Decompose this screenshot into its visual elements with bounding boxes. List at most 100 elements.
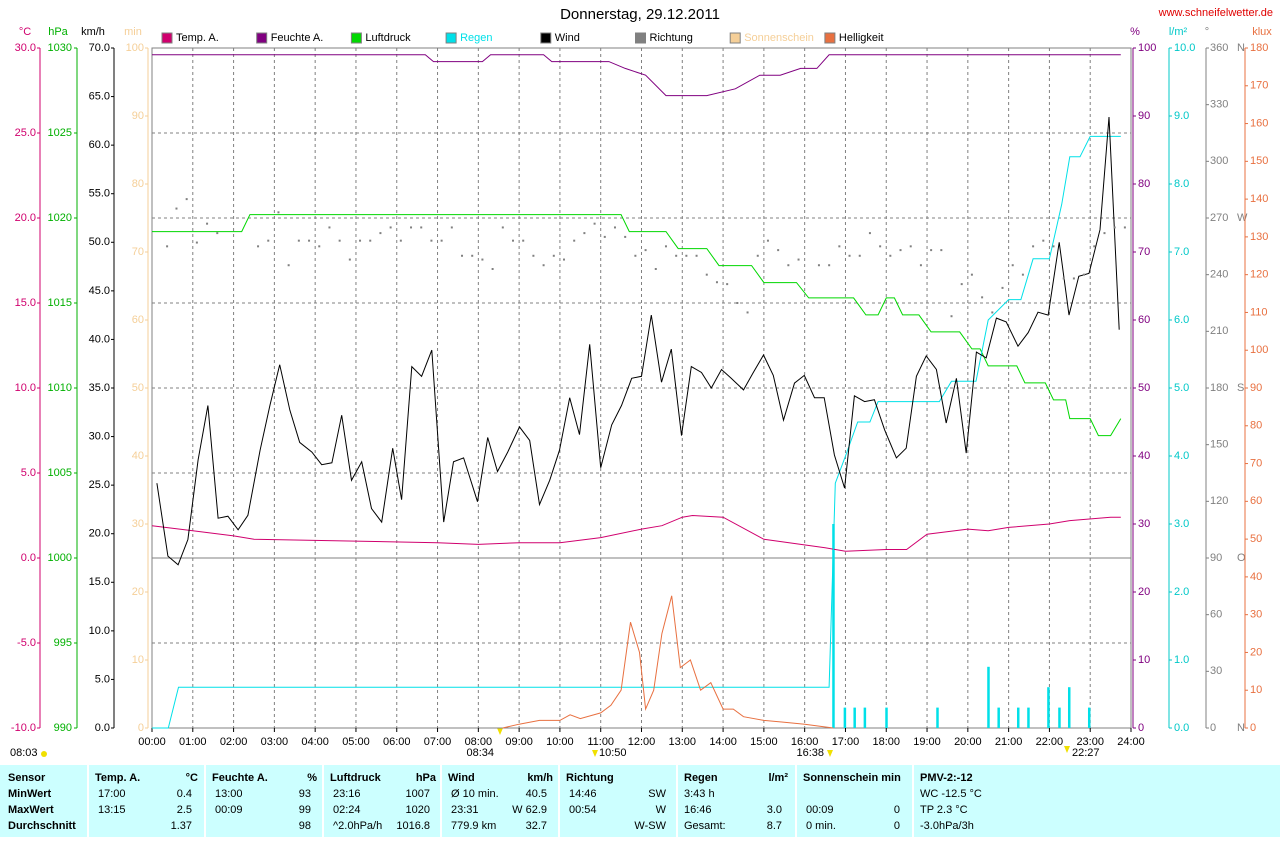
y-tick-direction: N <box>1237 722 1245 734</box>
y-tick-label: 9.0 <box>1174 110 1189 122</box>
y-tick-label: 60.0 <box>89 139 110 151</box>
table-cell: 0 <box>894 804 900 816</box>
direction-dot <box>593 222 596 225</box>
legend-label: Feuchte A. <box>271 32 324 44</box>
rain-bar <box>1067 687 1071 728</box>
table-header: Feuchte A. <box>212 772 268 784</box>
direction-dot <box>838 245 841 248</box>
table-cell: 13:00 <box>215 788 243 800</box>
y-tick-label: 5.0 <box>1174 382 1189 394</box>
y-tick-label: 15.0 <box>89 576 110 588</box>
y-tick-label: 60 <box>1138 314 1150 326</box>
y-tick-label: 40.0 <box>89 333 110 345</box>
y-tick-label: 150 <box>1210 439 1228 451</box>
y-tick-label: 300 <box>1210 155 1228 167</box>
y-tick-label: 100 <box>1250 344 1268 356</box>
series-line <box>151 514 1121 552</box>
y-tick-label: 45.0 <box>89 285 110 297</box>
y-tick-label: 1000 <box>48 552 72 564</box>
direction-dot <box>257 245 260 248</box>
table-header: PMV-2:-12 <box>920 772 973 784</box>
table-header: Sensor <box>8 772 46 784</box>
axis-unit: hPa <box>48 26 68 38</box>
direction-dot <box>512 239 515 242</box>
y-tick-label: 80 <box>132 178 144 190</box>
y-tick-label: 50 <box>1138 382 1150 394</box>
y-tick-label: 995 <box>54 637 72 649</box>
x-tick-label: 02:00 <box>220 736 248 748</box>
table-cell: 00:09 <box>215 804 243 816</box>
y-tick-label: 330 <box>1210 99 1228 111</box>
direction-dot <box>308 239 311 242</box>
table-cell: 00:54 <box>569 804 597 816</box>
y-tick-label: 1.0 <box>1174 654 1189 666</box>
x-tick-label: 09:00 <box>505 736 533 748</box>
table-cell: 23:31 <box>451 804 479 816</box>
y-tick-label: 150 <box>1250 155 1268 167</box>
table-header: Wind <box>448 772 475 784</box>
direction-dot <box>654 268 657 270</box>
direction-dot <box>461 254 464 257</box>
legend-swatch <box>540 32 552 44</box>
legend-label: Regen <box>460 32 492 44</box>
y-tick-label: 1005 <box>48 467 72 479</box>
y-tick-label: 70.0 <box>89 42 110 54</box>
sun-time: 08:03 <box>10 747 38 759</box>
direction-dot <box>481 258 484 261</box>
direction-dot <box>603 235 606 238</box>
y-tick-label: 50.0 <box>89 236 110 248</box>
direction-dot <box>277 211 280 214</box>
legend-label: Luftdruck <box>365 32 411 44</box>
y-tick-direction: S <box>1237 382 1244 394</box>
table-cell: WC -12.5 °C <box>920 788 982 800</box>
direction-dot <box>532 254 535 257</box>
y-tick-label: 110 <box>1250 306 1268 318</box>
direction-dot <box>185 198 188 201</box>
direction-dot <box>1123 226 1126 229</box>
axis-unit: % <box>1130 26 1140 38</box>
direction-dot <box>359 239 362 242</box>
y-tick-label: 5.0 <box>21 467 36 479</box>
direction-dot <box>664 245 667 248</box>
direction-dot <box>1072 277 1075 280</box>
direction-dot <box>491 268 494 270</box>
direction-dot <box>297 239 300 242</box>
direction-dot <box>746 311 749 314</box>
legend-label: Sonnenschein <box>744 32 814 44</box>
axis-unit: min <box>124 26 142 38</box>
table-unit: l/m² <box>768 772 788 784</box>
direction-dot <box>970 273 973 276</box>
direction-dot <box>348 258 351 261</box>
direction-dot <box>726 283 729 286</box>
rain-bar <box>1047 687 1050 728</box>
y-tick-label: 100 <box>1138 42 1156 54</box>
table-cell: TP 2.3 °C <box>920 804 968 816</box>
direction-dot <box>389 226 392 229</box>
y-tick-direction: W <box>1237 212 1248 224</box>
table-cell: Gesamt: <box>684 820 726 832</box>
y-tick-label: 180 <box>1210 382 1228 394</box>
y-tick-label: 180 <box>1250 42 1268 54</box>
y-tick-label: 0.0 <box>1174 722 1189 734</box>
direction-dot <box>899 249 902 252</box>
direction-dot <box>287 264 290 267</box>
table-background <box>0 765 1280 837</box>
table-cell: 0.4 <box>177 788 192 800</box>
legend-label: Temp. A. <box>176 32 219 44</box>
direction-dot <box>848 254 851 257</box>
axis-unit: km/h <box>81 26 105 38</box>
direction-dot <box>420 226 423 229</box>
x-tick-label: 23:00 <box>1076 736 1104 748</box>
series-line <box>152 135 1121 729</box>
x-tick-label: 21:00 <box>995 736 1023 748</box>
table-cell: 1020 <box>406 804 430 816</box>
y-tick-label: 60 <box>1210 609 1222 621</box>
table-cell: 3.0 <box>767 804 782 816</box>
y-tick-label: 50 <box>1250 533 1262 545</box>
table-cell: 1016.8 <box>396 820 430 832</box>
axis-unit: klux <box>1252 26 1272 38</box>
x-tick-label: 15:00 <box>750 736 778 748</box>
direction-dot <box>1093 245 1096 248</box>
direction-dot <box>440 239 443 242</box>
x-tick-label: 12:00 <box>628 736 656 748</box>
